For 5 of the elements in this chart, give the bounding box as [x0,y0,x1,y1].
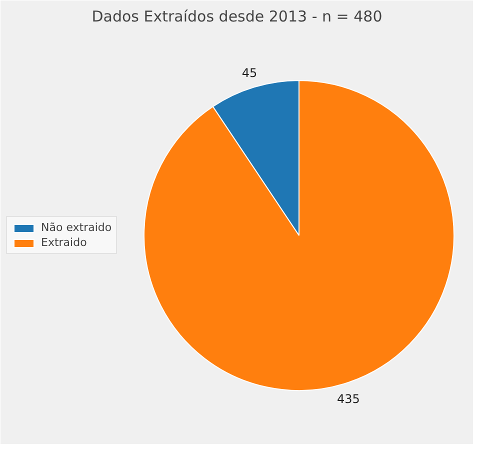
data-label: 45 [242,66,258,80]
data-label: 435 [337,392,360,406]
legend-label: Extraido [41,236,87,249]
chart-title: Dados Extraídos desde 2013 - n = 480 [92,8,382,26]
legend-label: Não extraido [41,221,112,234]
